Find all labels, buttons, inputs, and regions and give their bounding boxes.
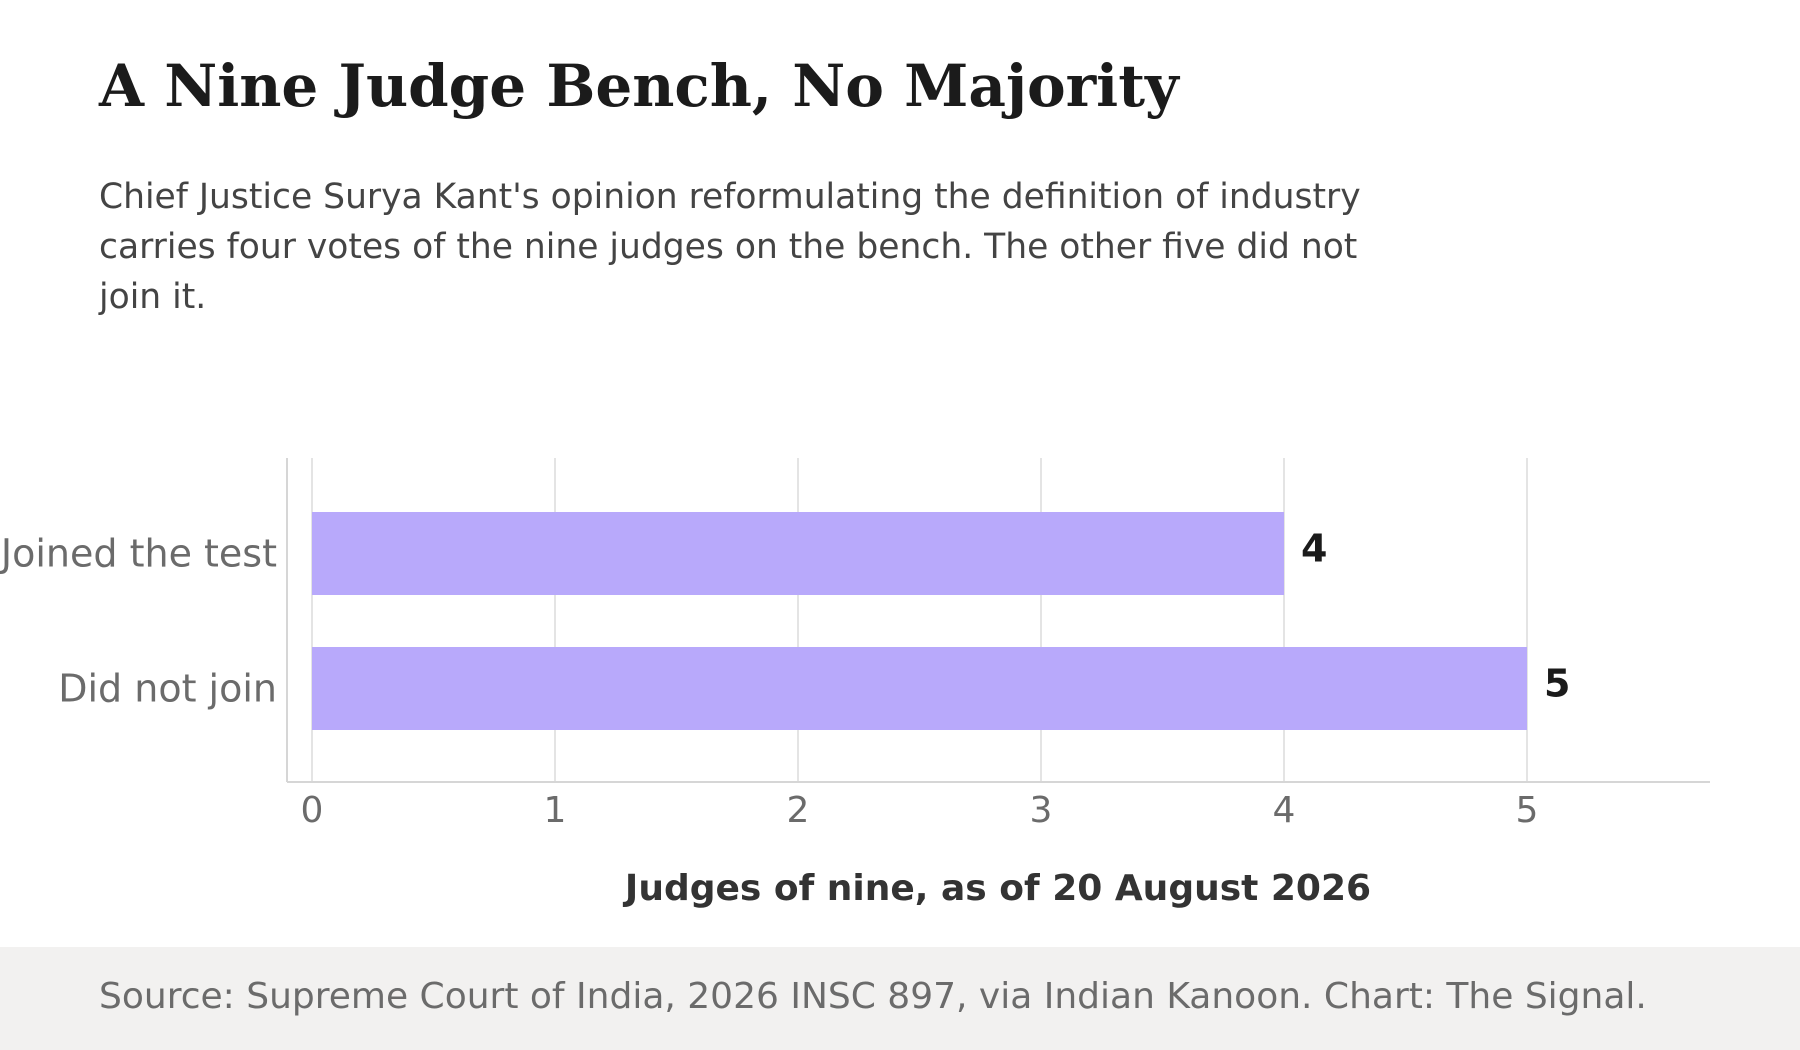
x-tick-label: 2 xyxy=(787,790,810,831)
x-tick-label: 5 xyxy=(1516,790,1539,831)
x-tick-labels: 0 1 2 3 4 5 xyxy=(301,790,1539,831)
chart-title: A Nine Judge Bench, No Majority xyxy=(99,52,1179,120)
x-tick-label: 0 xyxy=(301,790,324,831)
value-label: 4 xyxy=(1301,527,1327,571)
category-label: Did not join xyxy=(58,667,277,711)
axes xyxy=(286,458,1710,783)
x-tick-label: 1 xyxy=(544,790,567,831)
x-tick-label: 3 xyxy=(1030,790,1053,831)
gridlines xyxy=(311,458,1528,782)
x-tick-label: 4 xyxy=(1273,790,1296,831)
x-axis-title: Judges of nine, as of 20 August 2026 xyxy=(622,868,1371,909)
chart-subtitle: Chief Justice Surya Kant's opinion refor… xyxy=(99,177,1361,317)
footer: Source: Supreme Court of India, 2026 INS… xyxy=(0,947,1800,1050)
value-labels: 45 xyxy=(1301,527,1570,706)
value-label: 5 xyxy=(1544,662,1570,706)
bars xyxy=(312,512,1527,730)
category-label: Joined the test xyxy=(0,532,277,576)
bar xyxy=(312,647,1527,730)
bar xyxy=(312,512,1284,595)
category-labels: Joined the test Did not join xyxy=(0,532,277,711)
source-note: Source: Supreme Court of India, 2026 INS… xyxy=(99,976,1647,1017)
